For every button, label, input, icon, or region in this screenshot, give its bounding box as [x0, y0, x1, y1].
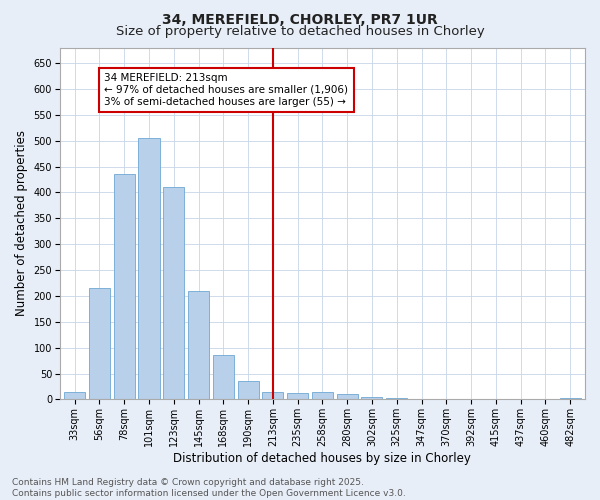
Bar — [188, 290, 209, 400]
Bar — [213, 356, 234, 400]
Bar — [89, 288, 110, 400]
Text: Size of property relative to detached houses in Chorley: Size of property relative to detached ho… — [116, 25, 484, 38]
Bar — [262, 392, 283, 400]
Bar — [411, 399, 432, 400]
Bar — [113, 174, 135, 400]
Text: 34, MEREFIELD, CHORLEY, PR7 1UR: 34, MEREFIELD, CHORLEY, PR7 1UR — [162, 12, 438, 26]
Y-axis label: Number of detached properties: Number of detached properties — [15, 130, 28, 316]
Bar — [386, 398, 407, 400]
Text: 34 MEREFIELD: 213sqm
← 97% of detached houses are smaller (1,906)
3% of semi-det: 34 MEREFIELD: 213sqm ← 97% of detached h… — [104, 74, 349, 106]
Bar — [560, 398, 581, 400]
Bar — [337, 394, 358, 400]
Bar — [485, 399, 506, 400]
Bar — [287, 392, 308, 400]
X-axis label: Distribution of detached houses by size in Chorley: Distribution of detached houses by size … — [173, 452, 472, 465]
Bar — [436, 399, 457, 400]
Bar — [312, 392, 333, 400]
Text: Contains HM Land Registry data © Crown copyright and database right 2025.
Contai: Contains HM Land Registry data © Crown c… — [12, 478, 406, 498]
Bar — [64, 392, 85, 400]
Bar — [163, 187, 184, 400]
Bar — [361, 397, 382, 400]
Bar — [238, 382, 259, 400]
Bar — [139, 138, 160, 400]
